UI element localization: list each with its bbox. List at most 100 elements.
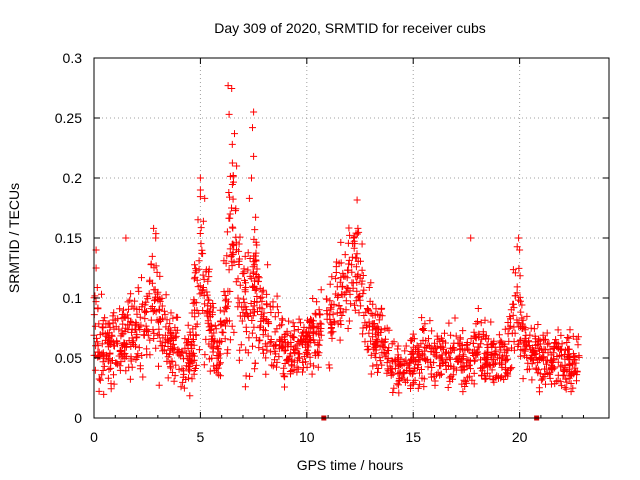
data-point <box>374 368 381 376</box>
data-point <box>248 317 256 324</box>
data-point <box>549 365 557 373</box>
data-point <box>205 355 213 363</box>
data-point <box>463 374 471 382</box>
data-point <box>139 373 147 381</box>
data-point <box>570 352 578 360</box>
data-point <box>185 363 193 371</box>
data-point <box>474 318 481 325</box>
data-point <box>251 365 259 373</box>
data-point <box>120 306 127 314</box>
data-point <box>250 108 258 116</box>
data-point <box>360 312 368 319</box>
data-point <box>447 372 455 380</box>
data-point <box>96 331 104 339</box>
data-point <box>256 284 264 292</box>
data-point <box>371 350 379 358</box>
data-point <box>469 348 476 356</box>
data-point <box>515 296 522 304</box>
data-point <box>558 361 566 369</box>
data-point <box>535 344 543 352</box>
data-point <box>390 338 398 346</box>
data-point <box>146 336 154 344</box>
data-point <box>567 388 575 396</box>
data-point <box>348 253 356 261</box>
data-point <box>359 324 367 332</box>
x-tick-label: 10 <box>299 429 315 445</box>
data-point <box>554 358 562 366</box>
data-point <box>194 216 202 224</box>
data-point <box>341 272 349 280</box>
data-point <box>181 335 189 343</box>
data-point <box>307 315 314 323</box>
data-point <box>388 365 396 373</box>
data-point <box>166 320 174 328</box>
data-point <box>136 365 144 373</box>
data-point <box>314 348 321 356</box>
data-point <box>184 321 192 329</box>
data-point <box>558 346 565 354</box>
data-point <box>378 338 386 346</box>
data-point <box>537 376 545 384</box>
data-point <box>163 316 171 324</box>
data-point <box>257 322 264 330</box>
data-point <box>226 245 234 253</box>
data-point <box>251 226 259 234</box>
data-point <box>443 356 451 364</box>
data-point <box>287 342 295 350</box>
data-point <box>229 240 237 248</box>
data-point <box>528 360 536 368</box>
data-point <box>228 85 236 92</box>
data-point <box>483 362 491 370</box>
data-point <box>143 345 151 353</box>
data-point <box>550 356 557 364</box>
data-point <box>248 174 255 182</box>
data-point <box>161 311 169 319</box>
data-point <box>557 363 565 371</box>
data-point <box>422 355 430 363</box>
data-point <box>311 339 319 347</box>
data-point <box>132 356 140 363</box>
data-point <box>297 319 304 327</box>
data-point <box>125 305 132 313</box>
data-point <box>481 316 489 324</box>
data-point <box>116 348 124 355</box>
data-point <box>344 266 351 274</box>
data-point <box>522 331 530 339</box>
data-point <box>523 353 531 361</box>
data-point <box>381 325 389 333</box>
data-point <box>278 321 286 329</box>
data-point <box>364 306 372 314</box>
data-point <box>561 383 569 391</box>
data-point <box>155 381 163 389</box>
data-point <box>131 297 139 305</box>
data-point <box>373 337 381 345</box>
data-point <box>197 240 205 248</box>
data-point <box>224 346 232 354</box>
data-point <box>528 376 536 384</box>
data-point <box>368 323 376 331</box>
data-point <box>306 360 314 368</box>
data-point <box>518 314 526 322</box>
data-point <box>159 347 167 355</box>
data-point <box>228 159 236 167</box>
data-point <box>122 367 130 375</box>
data-point <box>195 257 203 265</box>
data-point <box>375 316 383 324</box>
data-point <box>414 384 422 392</box>
data-point <box>426 317 434 325</box>
data-point <box>299 358 307 366</box>
data-point <box>372 342 380 350</box>
data-points <box>90 82 583 400</box>
data-point <box>355 309 363 317</box>
data-point <box>167 309 175 317</box>
data-point <box>98 290 105 298</box>
data-point <box>199 271 207 279</box>
data-point <box>179 378 187 386</box>
data-point <box>345 317 353 325</box>
data-point <box>379 343 387 351</box>
data-point <box>192 361 200 369</box>
data-point <box>326 315 334 323</box>
data-point <box>209 344 217 352</box>
data-point <box>250 152 258 160</box>
data-point <box>542 335 549 343</box>
